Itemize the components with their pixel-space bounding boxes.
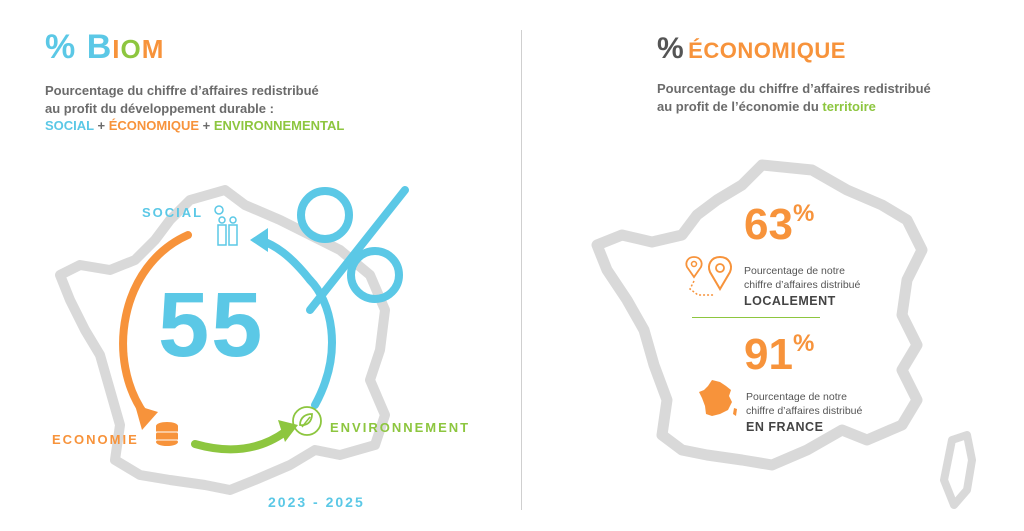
title-letter-b: B xyxy=(86,28,113,66)
location-pins-icon xyxy=(685,255,732,296)
left-subtitle-line2: au profit du développement durable : xyxy=(45,101,274,116)
territoire-highlight: territoire xyxy=(822,99,876,114)
local-value: 63% xyxy=(744,200,814,250)
title-letter-m: M xyxy=(141,34,165,64)
cycle-arrows xyxy=(119,228,336,454)
france-desc-line1: Pourcentage de notre xyxy=(746,391,847,403)
right-subtitle: Pourcentage du chiffre d’affaires redist… xyxy=(657,80,931,116)
local-percent: % xyxy=(792,200,815,227)
title-letter-o: O xyxy=(120,34,142,64)
title-percent: % xyxy=(45,28,77,66)
green-separator xyxy=(692,317,820,318)
plus-sign: + xyxy=(202,118,211,133)
france-value: 91% xyxy=(744,330,814,380)
category-social: SOCIAL xyxy=(45,118,94,133)
biom-title: % BIOM xyxy=(45,28,164,67)
people-icon xyxy=(214,205,238,246)
france-label: EN FRANCE xyxy=(746,420,824,434)
title-economique: ÉCONOMIQUE xyxy=(688,38,846,63)
categories-line: SOCIAL + ÉCONOMIQUE + ENVIRONNEMENTAL xyxy=(45,118,344,133)
local-description: Pourcentage de notre chiffre d’affaires … xyxy=(744,264,860,308)
title-letter-i: I xyxy=(112,34,121,64)
local-desc-line1: Pourcentage de notre xyxy=(744,265,845,277)
leaf-icon xyxy=(292,406,322,436)
right-subtitle-line1: Pourcentage du chiffre d’affaires redist… xyxy=(657,81,931,96)
label-environnement: ENVIRONNEMENT xyxy=(330,420,471,435)
local-label: LOCALEMENT xyxy=(744,294,836,308)
coins-icon xyxy=(156,422,178,446)
big-value: 55 xyxy=(158,274,265,376)
right-subtitle-line2-text: au profit de l’économie du xyxy=(657,99,819,114)
local-desc-line2: chiffre d’affaires distribué xyxy=(744,279,861,291)
category-economique: ÉCONOMIQUE xyxy=(108,118,200,133)
left-panel: % BIOM Pourcentage du chiffre d’affaires… xyxy=(45,28,471,510)
left-subtitle: Pourcentage du chiffre d’affaires redist… xyxy=(45,82,319,118)
percent-graphic xyxy=(297,186,409,314)
france-description: Pourcentage de notre chiffre d’affaires … xyxy=(746,390,862,434)
plus-sign: + xyxy=(97,118,106,133)
france-number: 91 xyxy=(744,330,793,379)
left-subtitle-line1: Pourcentage du chiffre d’affaires redist… xyxy=(45,83,319,98)
title-percent: % xyxy=(657,32,684,65)
label-economie: ECONOMIE xyxy=(52,432,139,447)
years-label: 2023 - 2025 xyxy=(268,494,365,510)
france-percent: % xyxy=(792,330,815,357)
local-number: 63 xyxy=(744,200,793,249)
category-environnemental: ENVIRONNEMENTAL xyxy=(213,118,345,133)
france-desc-line2: chiffre d’affaires distribué xyxy=(746,405,863,417)
france-map-outline-right xyxy=(591,159,976,509)
right-panel: % ÉCONOMIQUE Pourcentage du chiffre d’af… xyxy=(522,0,1024,531)
panel-divider xyxy=(521,30,522,510)
label-social: SOCIAL xyxy=(142,205,204,220)
france-icon xyxy=(699,380,737,416)
economique-title: % ÉCONOMIQUE xyxy=(657,32,846,66)
right-subtitle-line2: au profit de l’économie du territoire xyxy=(657,98,931,116)
